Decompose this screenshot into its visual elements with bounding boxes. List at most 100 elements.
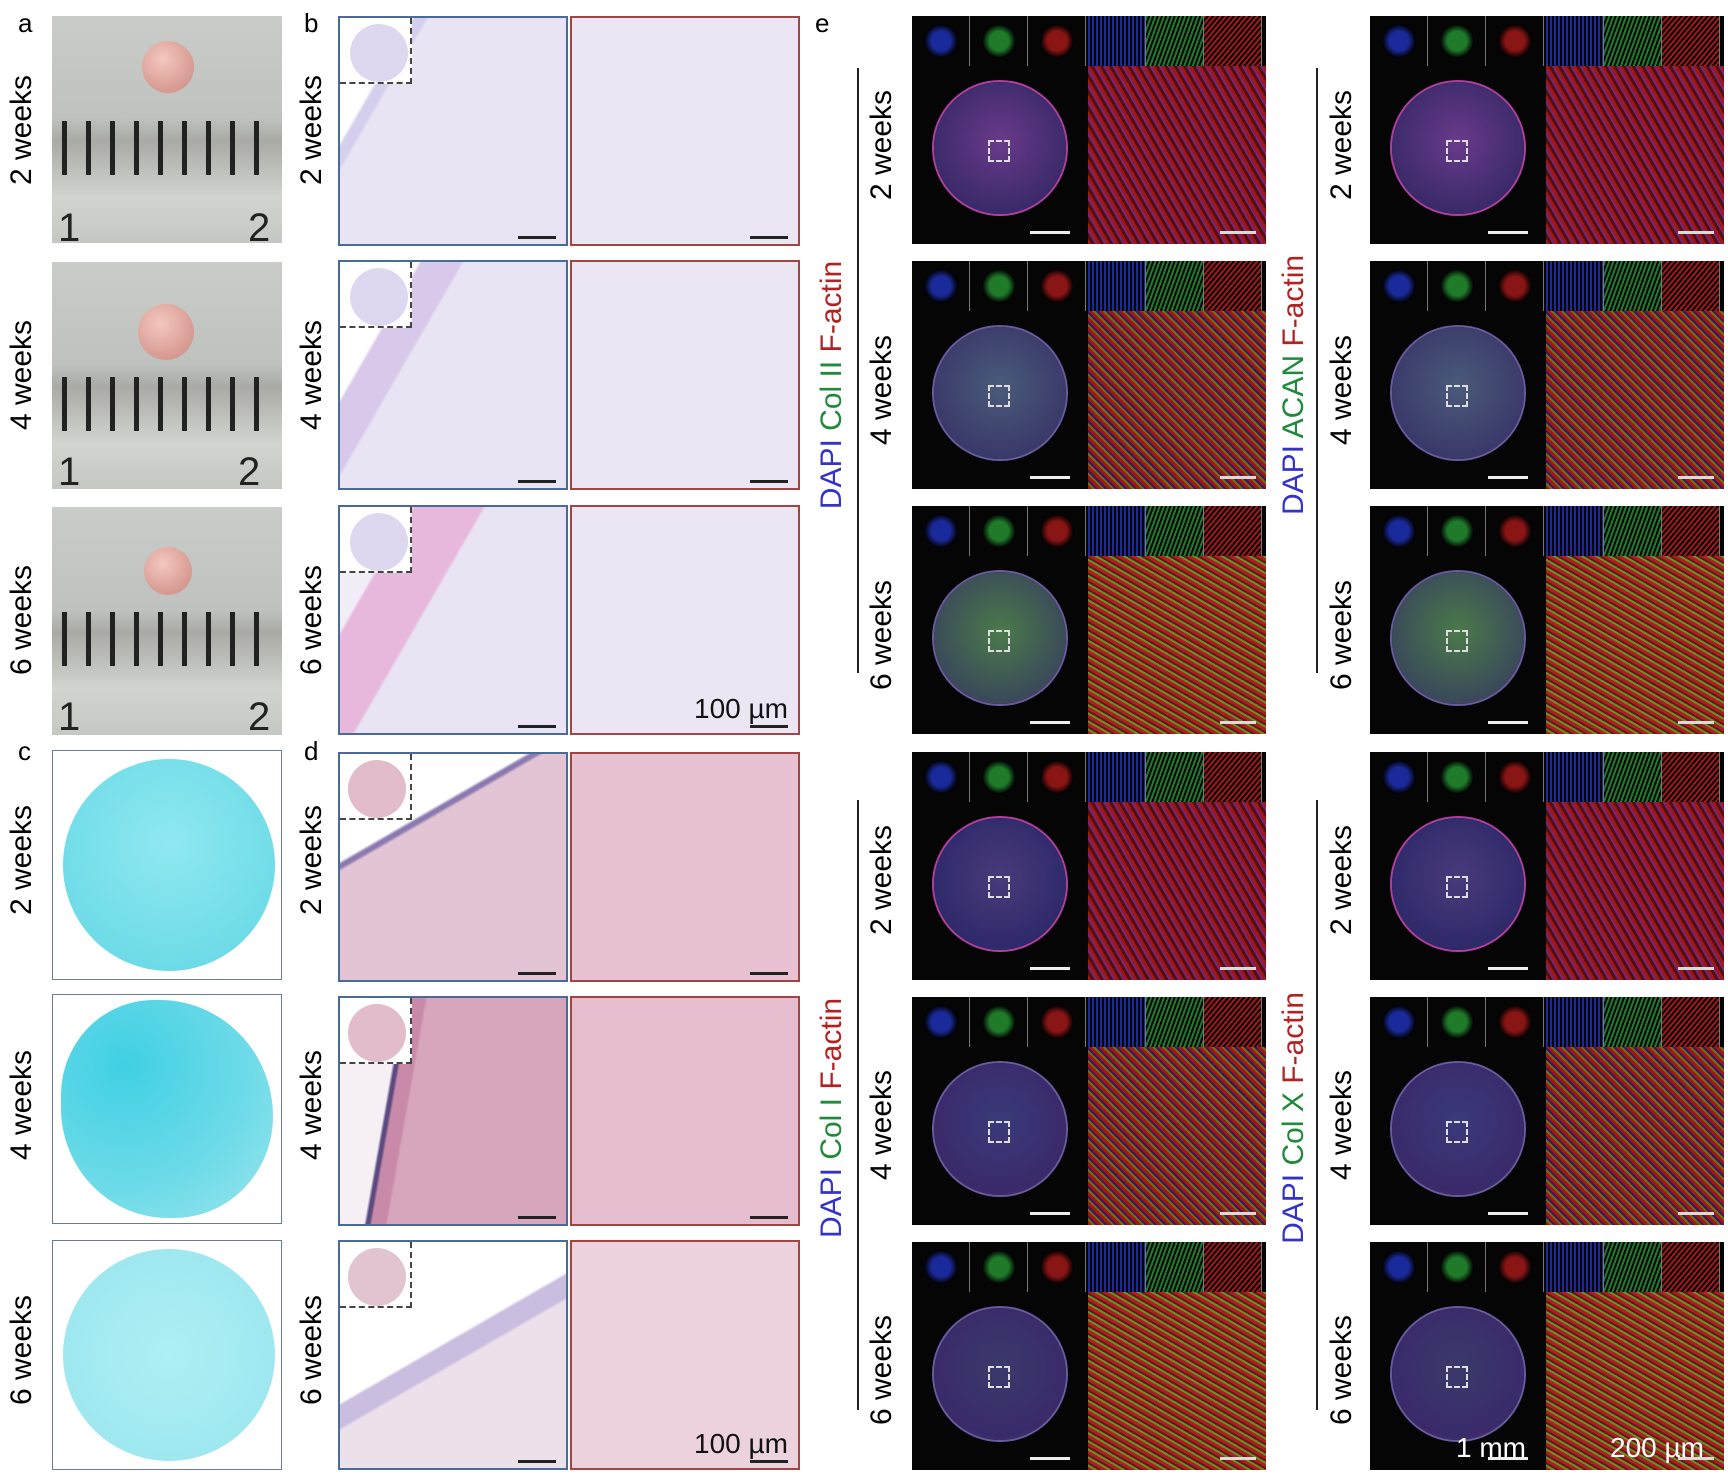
panel-label-e: e: [815, 8, 830, 38]
channel-tile: [1088, 16, 1146, 66]
group-divider-line: [857, 800, 859, 1410]
scale-bar-label-whole: 1 mm: [1456, 1432, 1526, 1463]
histology-overview-2-weeks: [338, 16, 568, 246]
he-zoom-2-weeks: [570, 752, 800, 982]
ruler-number-1: 1: [58, 206, 81, 243]
channel-tile: [1604, 16, 1662, 66]
zoom-view: [1546, 66, 1724, 244]
channel-tile: [912, 16, 970, 66]
channel-tile: [1088, 752, 1146, 802]
channel-tile: [1486, 752, 1544, 802]
zoom-view: [1546, 556, 1724, 734]
channel-tile: [1546, 506, 1604, 556]
row-label-4-weeks: 4 weeks: [295, 1049, 328, 1161]
photo-4-weeks: 1 2: [52, 262, 282, 489]
alcian-2-weeks: [52, 750, 282, 980]
whole-scaffold-view: [912, 1292, 1086, 1470]
histology-zoom-4-weeks: [570, 260, 800, 490]
he-overview-2-weeks: [338, 752, 568, 982]
he-overview-6-weeks: [338, 1240, 568, 1470]
alcian-4-weeks: [52, 994, 282, 1224]
zoom-region-marker: [1446, 1121, 1468, 1143]
whole-scaffold-view: [1370, 1292, 1544, 1470]
channel-tile: [1486, 261, 1544, 311]
zoom-region-marker: [988, 630, 1010, 652]
ruler-number-2: 2: [248, 206, 271, 243]
zoom-region-marker: [988, 1366, 1010, 1388]
channel-tile: [912, 1242, 970, 1292]
channel-tile: [970, 261, 1028, 311]
fluorescence-block: [1370, 16, 1724, 244]
scaffold-bead: [142, 41, 194, 93]
channel-tile: [970, 752, 1028, 802]
row-label-2-weeks: 2 weeks: [295, 804, 328, 916]
zoom-view: [1088, 1292, 1266, 1470]
whole-scaffold-view: [1370, 556, 1544, 734]
channel-tile: [1428, 1242, 1486, 1292]
zoom-region-marker: [1446, 1366, 1468, 1388]
channel-tile: [1028, 752, 1086, 802]
fluorescence-block: [912, 261, 1266, 489]
ruler-ticks: [62, 121, 272, 175]
channel-tile: [970, 997, 1028, 1047]
whole-scaffold-view: [912, 802, 1086, 980]
channel-tile: [1546, 752, 1604, 802]
whole-scaffold-view: [1370, 802, 1544, 980]
whole-scaffold-view: [1370, 66, 1544, 244]
channel-tile: [1028, 16, 1086, 66]
row-label-4-weeks: 4 weeks: [1325, 334, 1358, 446]
zoom-region-marker: [988, 876, 1010, 898]
zoom-region-marker: [988, 385, 1010, 407]
channel-tile: [1370, 1242, 1428, 1292]
channel-tile: [1028, 997, 1086, 1047]
whole-scaffold-view: [1370, 1047, 1544, 1225]
whole-scaffold-view: [912, 311, 1086, 489]
channel-tile: [970, 16, 1028, 66]
ruler-ticks: [62, 377, 272, 431]
zoom-view: [1088, 311, 1266, 489]
group-divider-line: [857, 68, 859, 673]
zoom-region-marker: [988, 140, 1010, 162]
zoom-region-marker: [1446, 630, 1468, 652]
ruler-ticks: [62, 612, 272, 666]
channel-tile: [1428, 261, 1486, 311]
row-label-4-weeks: 4 weeks: [5, 319, 38, 431]
channel-tile: [1604, 261, 1662, 311]
fluorescence-block: [912, 1242, 1266, 1470]
row-label-6-weeks: 6 weeks: [5, 564, 38, 676]
channel-tile: [912, 506, 970, 556]
channel-tile: [1486, 997, 1544, 1047]
zoom-view: [1088, 556, 1266, 734]
channel-tile: [1088, 1242, 1146, 1292]
ruler-number-2: 2: [248, 695, 271, 735]
channel-tile: [1370, 261, 1428, 311]
channel-tile: [1428, 752, 1486, 802]
zoom-view: [1546, 1047, 1724, 1225]
channel-tile: [1546, 1242, 1604, 1292]
row-label-2-weeks: 2 weeks: [1325, 824, 1358, 936]
stain-label-col-i: DAPI Col I F-actin: [815, 997, 848, 1239]
channel-tile: [1028, 1242, 1086, 1292]
fluorescence-block: [1370, 997, 1724, 1225]
row-label-2-weeks: 2 weeks: [1325, 89, 1358, 201]
channel-tile: [1486, 506, 1544, 556]
channel-tile: [1546, 997, 1604, 1047]
channel-tile: [1146, 997, 1204, 1047]
row-label-2-weeks: 2 weeks: [865, 824, 898, 936]
channel-tile: [912, 261, 970, 311]
zoom-view: [1088, 66, 1266, 244]
fluorescence-block: [1370, 752, 1724, 980]
channel-tile: [1662, 261, 1720, 311]
channel-tile: [1370, 506, 1428, 556]
row-label-6-weeks: 6 weeks: [295, 1294, 328, 1406]
channel-tile: [1370, 752, 1428, 802]
zoom-region-marker: [1446, 140, 1468, 162]
channel-tile: [1604, 1242, 1662, 1292]
row-label-6-weeks: 6 weeks: [865, 1314, 898, 1426]
channel-tile: [1088, 997, 1146, 1047]
whole-scaffold-view: [912, 556, 1086, 734]
row-label-6-weeks: 6 weeks: [5, 1294, 38, 1406]
row-label-2-weeks: 2 weeks: [295, 74, 328, 186]
row-label-6-weeks: 6 weeks: [295, 564, 328, 676]
zoom-view: [1546, 802, 1724, 980]
